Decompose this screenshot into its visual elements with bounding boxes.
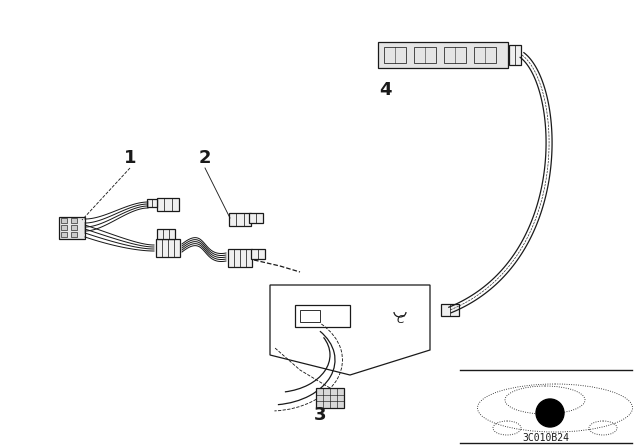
Bar [300, 310, 320, 322]
Bar [316, 388, 344, 408]
Text: 4: 4 [379, 81, 391, 99]
Text: 2: 2 [199, 149, 211, 167]
Bar [441, 304, 459, 316]
Bar [251, 249, 265, 259]
Bar [59, 217, 85, 239]
Circle shape [536, 399, 564, 427]
Bar [249, 213, 263, 223]
Bar [147, 199, 157, 207]
Bar [157, 198, 179, 211]
Text: 3: 3 [314, 406, 326, 424]
Bar [61, 219, 67, 224]
Bar [228, 249, 252, 267]
Bar [295, 305, 350, 327]
Text: C: C [396, 315, 404, 325]
Bar [71, 219, 77, 224]
Bar [509, 45, 521, 65]
Bar [156, 239, 180, 257]
Bar [378, 42, 508, 68]
Bar [444, 47, 466, 63]
Bar [61, 225, 67, 231]
Text: 3C010B24: 3C010B24 [522, 433, 570, 443]
Bar [384, 47, 406, 63]
Bar [474, 47, 496, 63]
Bar [414, 47, 436, 63]
Bar [71, 225, 77, 231]
Bar [229, 214, 251, 227]
Bar [71, 233, 77, 237]
Bar [157, 229, 175, 239]
Text: 1: 1 [124, 149, 136, 167]
Bar [61, 233, 67, 237]
